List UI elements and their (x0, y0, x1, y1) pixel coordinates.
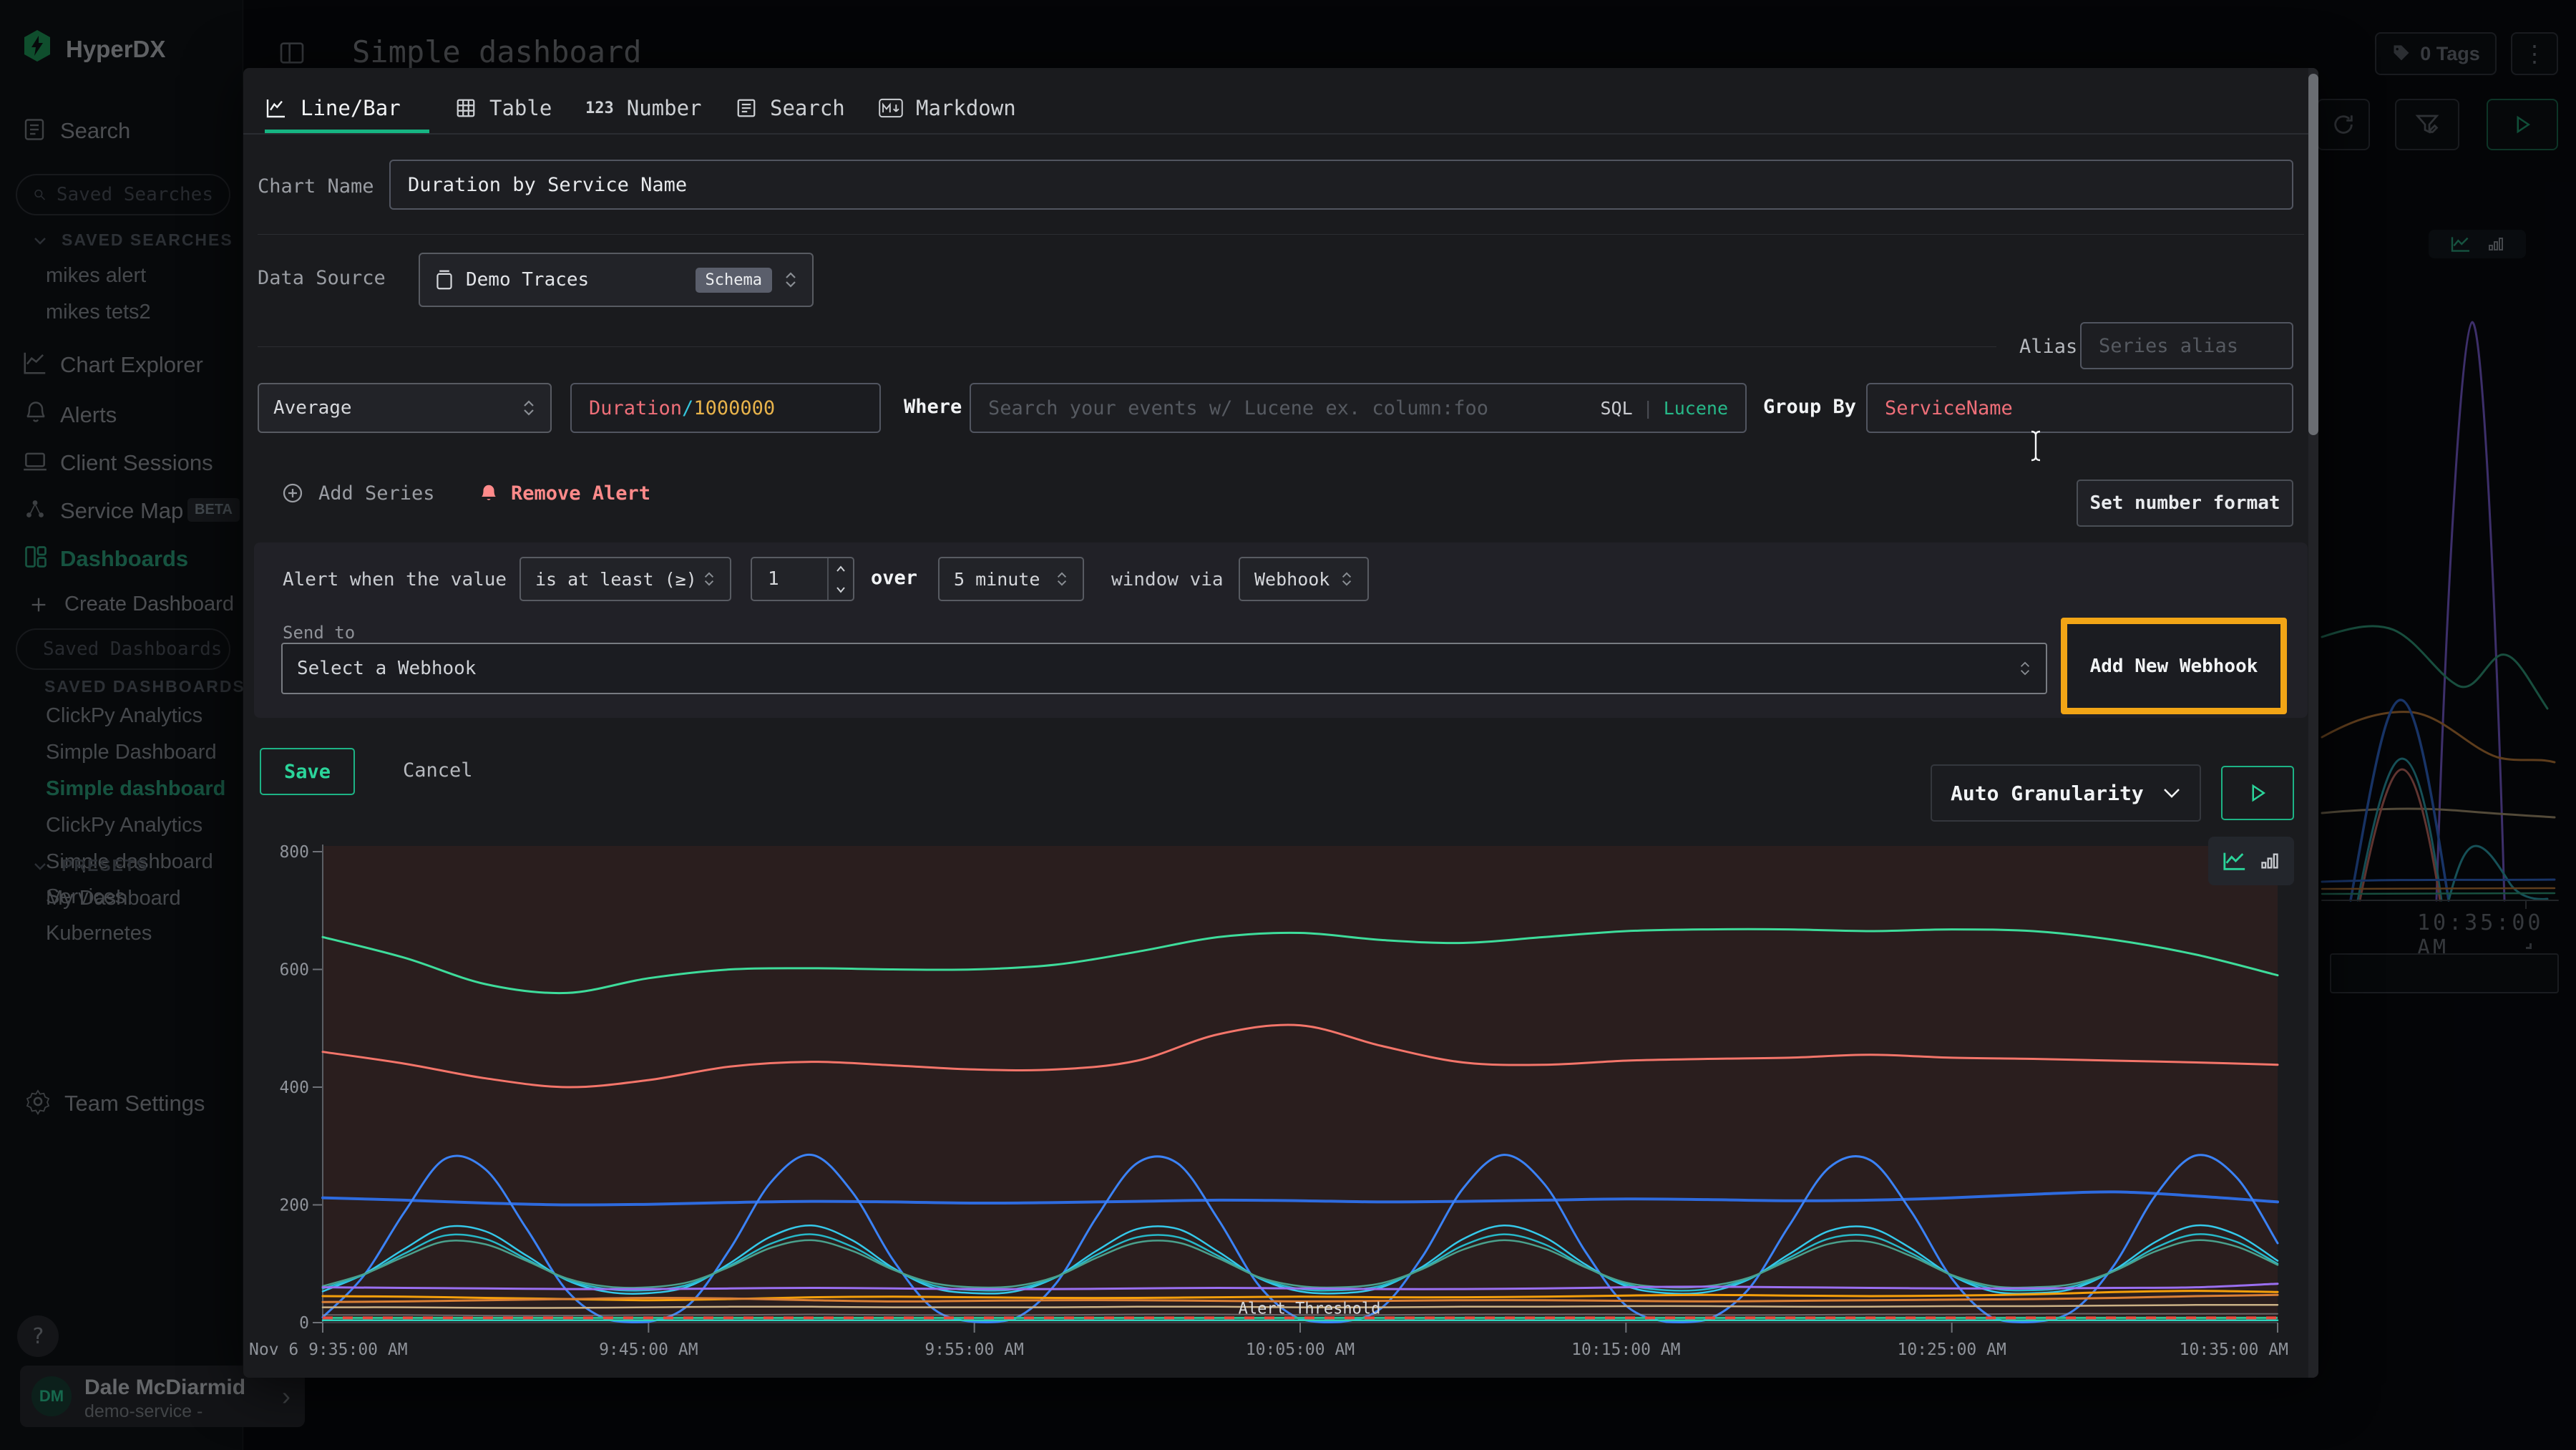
series-dark-blue (321, 1190, 2279, 1207)
series-gray (322, 1313, 2278, 1317)
x-tick-label: Nov 6 9:35:00 AM (249, 1340, 408, 1359)
markdown-icon (879, 98, 903, 118)
series-orange-2 (321, 1293, 2279, 1303)
chevron-updown-icon (704, 572, 714, 586)
alias-label: Alias (2019, 336, 2078, 358)
alert-prefix-label: Alert when the value (283, 569, 507, 590)
window-via-label: window via (1111, 569, 1224, 590)
number-spinner[interactable] (827, 558, 853, 600)
metric-field-input[interactable]: Duration/1000000 (570, 383, 881, 433)
alert-config-panel: Alert when the value is at least (≥) 1 o… (254, 542, 2308, 718)
alert-threshold-label: Alert Threshold (1239, 1300, 1381, 1318)
tab-markdown[interactable]: Markdown (879, 88, 1016, 128)
add-new-webhook-highlight: Add New Webhook (2061, 618, 2287, 714)
chevron-updown-icon (1057, 572, 1067, 586)
y-tick-label: 200 (279, 1197, 309, 1215)
x-tick-label: 10:35:00 AM (2180, 1340, 2288, 1359)
divider (258, 346, 1996, 347)
set-number-format-button[interactable]: Set number format (2077, 480, 2293, 527)
over-label: over (871, 567, 918, 589)
group-by-input[interactable]: ServiceName (1866, 383, 2293, 433)
mode-separator: | (1642, 397, 1654, 419)
chart-name-input[interactable]: Duration by Service Name (389, 160, 2293, 210)
aggregation-select[interactable]: Average (258, 383, 552, 433)
spinner-down-icon[interactable] (836, 586, 846, 593)
series-salmon (321, 1023, 2279, 1089)
denominator: 1000000 (693, 396, 776, 419)
alert-threshold-input[interactable]: 1 (751, 557, 854, 601)
series-tan (321, 1304, 2279, 1309)
data-source-select[interactable]: Demo Traces Schema (419, 253, 814, 307)
chevron-down-icon (2164, 789, 2180, 798)
bar-chart-icon (2261, 853, 2278, 869)
chevron-updown-icon (524, 400, 534, 416)
add-series-button[interactable]: Add Series (281, 482, 435, 505)
where-search-input[interactable]: Search your events w/ Lucene ex. column:… (970, 383, 1747, 433)
y-tick-label: 400 (279, 1079, 309, 1097)
table-icon (457, 99, 475, 117)
series-purple (321, 1283, 2279, 1290)
save-button[interactable]: Save (260, 748, 355, 795)
database-icon (436, 270, 452, 290)
cancel-button[interactable]: Cancel (403, 759, 473, 782)
modal-scrollbar-thumb[interactable] (2308, 74, 2318, 435)
line-chart-icon (2223, 852, 2245, 870)
chevron-updown-icon (1342, 572, 1352, 586)
x-tick-label: 9:55:00 AM (924, 1340, 1023, 1359)
send-to-label: Send to (283, 623, 356, 643)
where-label: Where (904, 396, 962, 418)
spinner-up-icon[interactable] (836, 565, 846, 573)
chevron-updown-icon (786, 272, 796, 288)
active-tab-underline (265, 130, 429, 134)
x-tick-label: 10:15:00 AM (1571, 1340, 1680, 1359)
chevron-updown-icon (2020, 661, 2030, 676)
tab-bar-border (243, 133, 2318, 135)
tab-number[interactable]: 123 Number (585, 96, 702, 120)
play-icon (2252, 784, 2266, 802)
y-tick-label: 600 (279, 961, 309, 980)
data-source-label: Data Source (258, 267, 386, 289)
series-orange-1 (321, 1290, 2279, 1302)
alert-channel-select[interactable]: Webhook (1239, 557, 1369, 601)
run-chart-button[interactable] (2221, 766, 2294, 820)
edit-chart-modal: Line/Bar Table 123 Number Search Markdow… (243, 68, 2318, 1378)
remove-alert-button[interactable]: Remove Alert (478, 482, 650, 505)
alert-window-select[interactable]: 5 minute (938, 557, 1084, 601)
lucene-mode-toggle[interactable]: Lucene (1663, 397, 1728, 419)
x-tick-label: 9:45:00 AM (599, 1340, 698, 1359)
line-chart-icon (266, 99, 285, 118)
preview-chart: 0 200 400 600 800 Nov 6 9:35:00 AM 9:45:00 AM 9… (249, 843, 2288, 1359)
group-by-label: Group By (1763, 396, 1857, 418)
x-tick-label: 10:25:00 AM (1898, 1340, 2006, 1359)
series-blue-wave (321, 1154, 2279, 1324)
schema-badge: Schema (695, 267, 772, 293)
alias-input[interactable]: Series alias (2080, 322, 2293, 369)
divide-operator: / (682, 396, 694, 419)
tab-line-bar[interactable]: Line/Bar (265, 88, 401, 128)
granularity-select[interactable]: Auto Granularity (1931, 764, 2201, 822)
tab-search[interactable]: Search (736, 88, 845, 128)
alert-region-fill (323, 846, 2278, 1323)
series-green (321, 928, 2279, 995)
metric-name: Duration (589, 396, 683, 419)
webhook-select[interactable]: Select a Webhook (281, 643, 2047, 694)
search-list-icon (737, 99, 756, 117)
series-teal-wave (321, 1239, 2279, 1289)
sql-mode-toggle[interactable]: SQL (1600, 397, 1633, 419)
divider (258, 234, 2304, 235)
ibeam-cursor-icon (2031, 430, 2041, 462)
chart-type-toggle[interactable] (2208, 837, 2294, 885)
number-123-icon: 123 (585, 99, 614, 117)
tab-table[interactable]: Table (455, 88, 552, 128)
chart-name-label: Chart Name (258, 175, 374, 198)
y-tick-label: 0 (299, 1314, 309, 1333)
alert-condition-select[interactable]: is at least (≥) (519, 557, 731, 601)
bell-icon (482, 485, 496, 500)
add-new-webhook-button[interactable]: Add New Webhook (2089, 655, 2258, 677)
plus-circle-icon (283, 483, 303, 503)
y-tick-label: 800 (279, 843, 309, 862)
x-tick-label: 10:05:00 AM (1246, 1340, 1355, 1359)
